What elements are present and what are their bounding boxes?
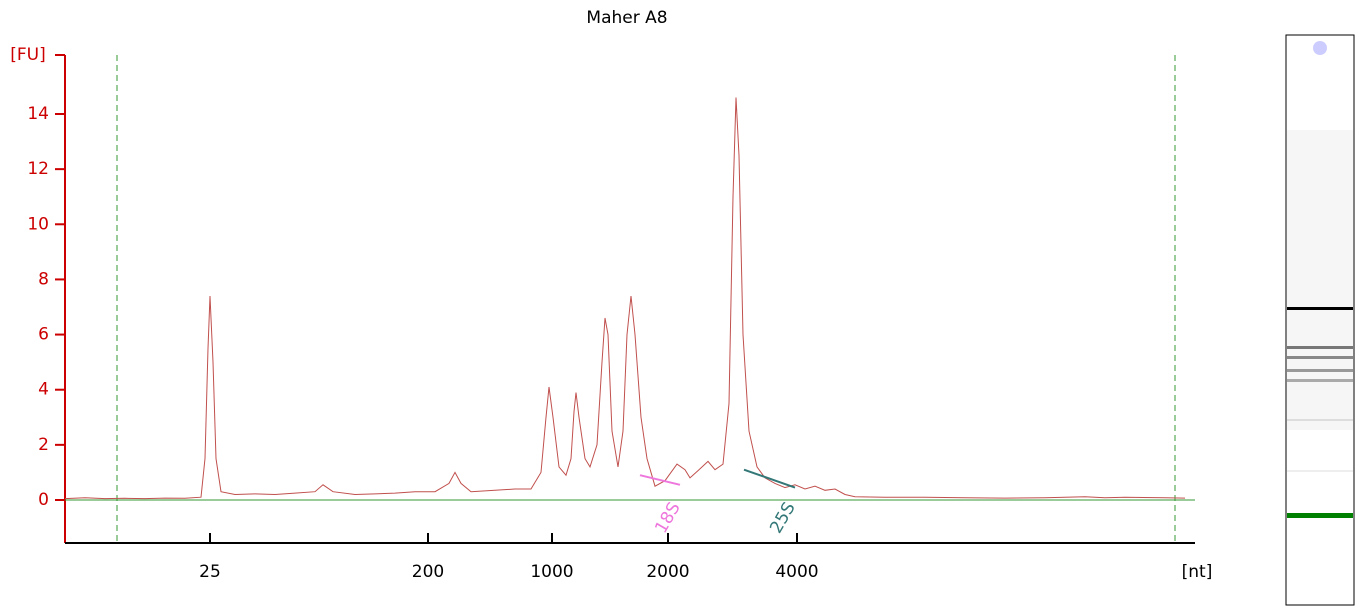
gel-band: [1287, 307, 1353, 310]
annotation-line: [743, 468, 796, 489]
annotation-label: 25S: [766, 499, 800, 537]
gel-smear: [1287, 130, 1353, 430]
y-tick-label: 6: [38, 325, 49, 345]
gel-band: [1287, 470, 1353, 472]
y-tick-label: 8: [38, 269, 49, 289]
x-tick-label: 2000: [646, 562, 689, 582]
x-tick-label: 25: [199, 562, 221, 582]
x-axis-label: [nt]: [1182, 562, 1213, 582]
gel-band: [1287, 419, 1353, 421]
y-axis-label: [FU]: [10, 45, 46, 65]
gel-band: [1287, 356, 1353, 359]
annotation-line: [639, 474, 681, 486]
gel-band: [1287, 346, 1353, 349]
gel-marker-dot: [1313, 41, 1327, 55]
chart-title: Maher A8: [586, 8, 667, 28]
y-tick-label: 2: [38, 435, 49, 455]
x-tick-label: 200: [412, 562, 444, 582]
gel-band: [1287, 369, 1353, 372]
y-tick-label: 12: [27, 159, 49, 179]
y-tick-label: 0: [38, 490, 49, 510]
gel-band: [1287, 379, 1353, 382]
annotation-label: 18S: [651, 499, 685, 537]
gel-lane: [1285, 34, 1355, 606]
y-tick-label: 14: [27, 104, 49, 124]
y-tick-label: 4: [38, 380, 49, 400]
x-tick-label: 4000: [775, 562, 818, 582]
y-tick-label: 10: [27, 214, 49, 234]
x-tick-label: 1000: [530, 562, 573, 582]
trace: [64, 97, 1186, 500]
gel-lower-marker: [1287, 513, 1353, 518]
